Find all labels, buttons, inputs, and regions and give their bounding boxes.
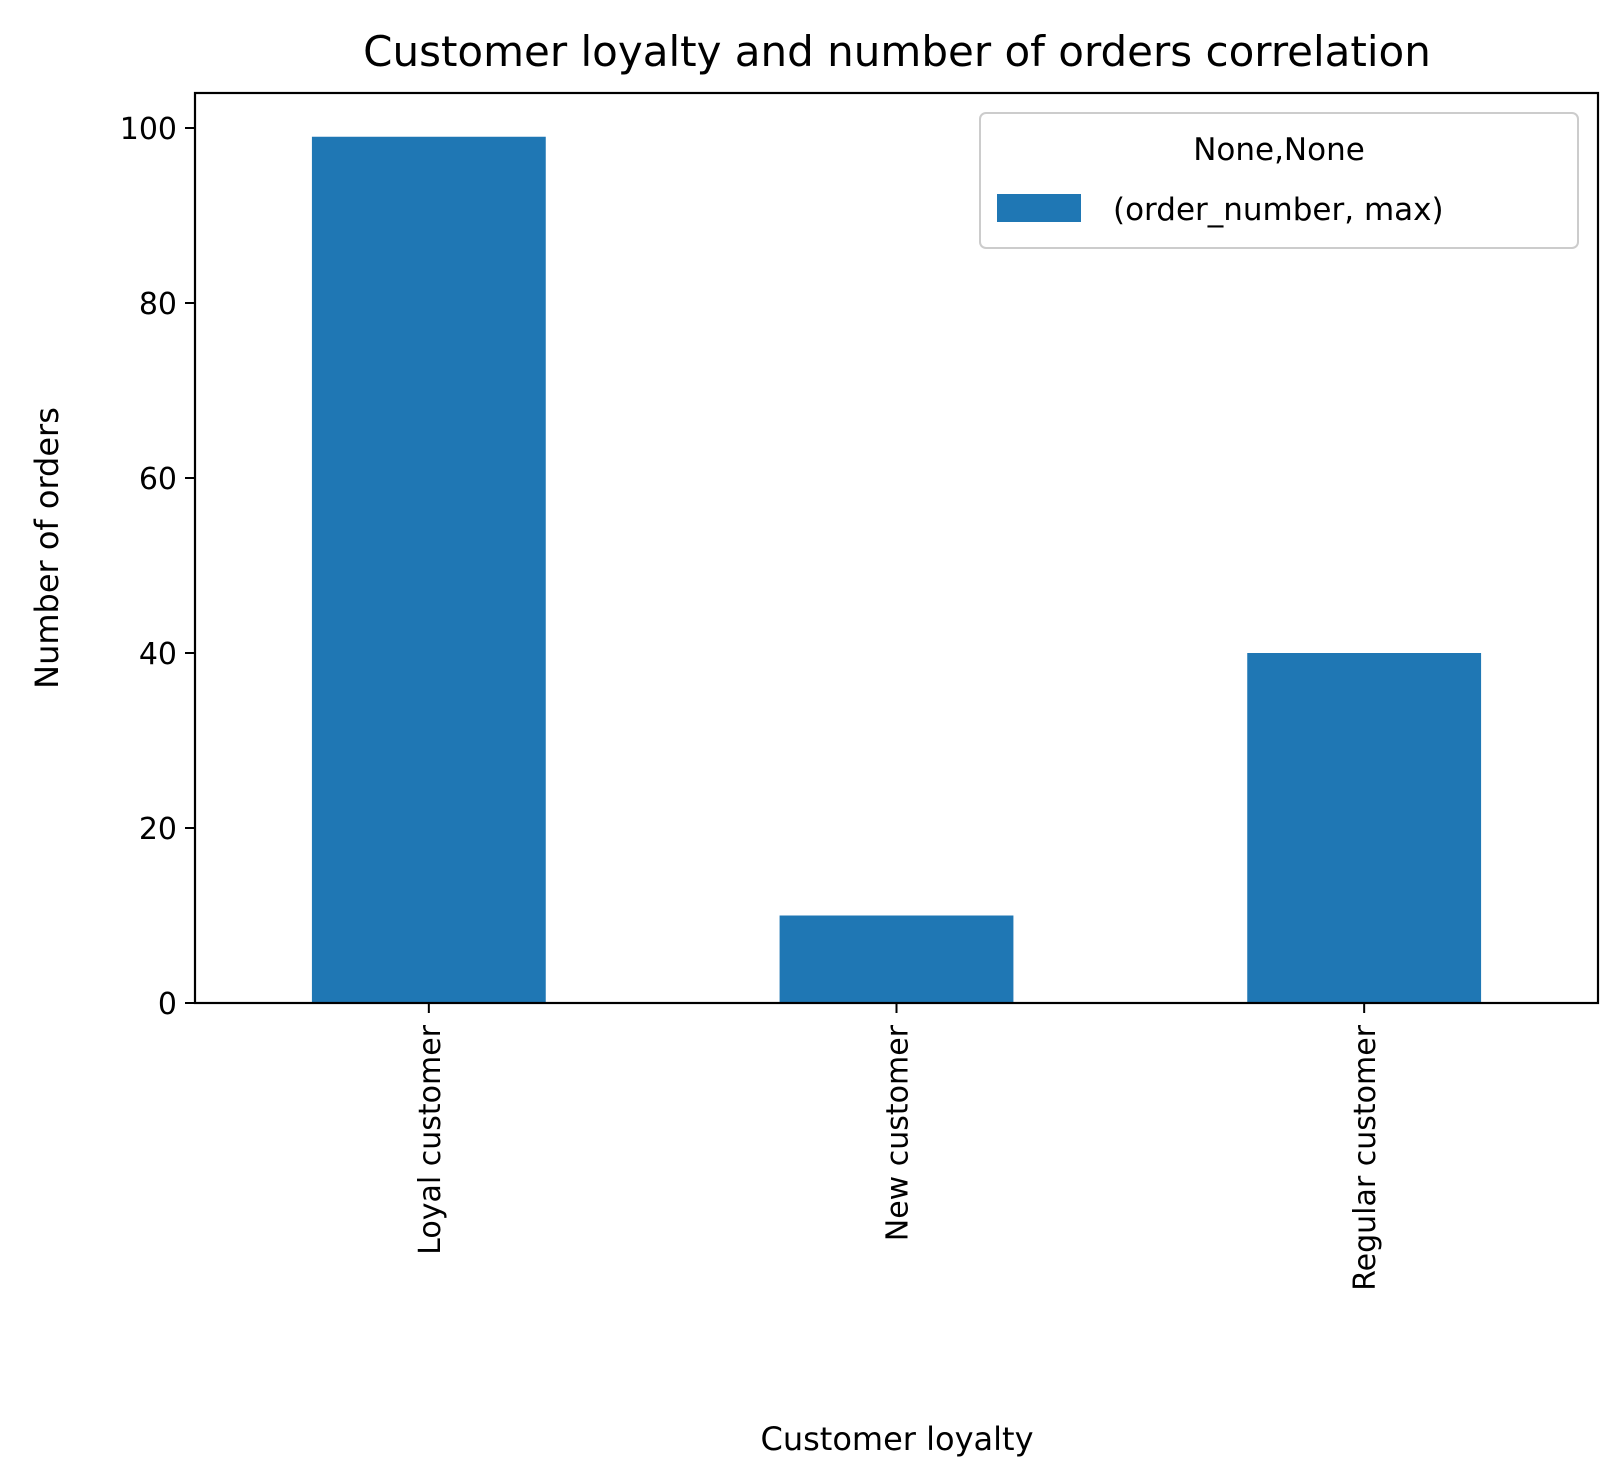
x-tick-label: Regular customer <box>1348 1024 1383 1291</box>
bar-loyal-customer <box>311 136 546 1003</box>
y-tick-label: 60 <box>139 462 177 497</box>
x-tick-label: New customer <box>881 1024 916 1241</box>
y-axis-label: Number of orders <box>28 407 66 689</box>
y-tick-label: 20 <box>139 812 177 847</box>
chart-title: Customer loyalty and number of orders co… <box>363 27 1431 76</box>
bar-regular-customer <box>1247 653 1482 1003</box>
x-tick-label: Loyal customer <box>413 1024 448 1254</box>
legend-entry-label: (order_number, max) <box>1113 192 1444 228</box>
y-tick-label: 0 <box>158 987 177 1022</box>
y-tick-label: 100 <box>120 112 177 147</box>
bars-group <box>311 136 1482 1003</box>
legend-title: None,None <box>1193 132 1365 168</box>
legend-swatch <box>997 194 1081 222</box>
x-axis-ticks: Loyal customer New customer Regular custom… <box>413 1003 1383 1291</box>
y-axis-ticks: 0 20 40 60 80 100 <box>120 112 195 1022</box>
x-axis-label: Customer loyalty <box>761 1420 1034 1458</box>
y-tick-label: 80 <box>139 287 177 322</box>
legend: None,None (order_number, max) <box>979 112 1579 249</box>
legend-box <box>979 112 1579 249</box>
y-tick-label: 40 <box>139 637 177 672</box>
bar-new-customer <box>779 915 1014 1003</box>
